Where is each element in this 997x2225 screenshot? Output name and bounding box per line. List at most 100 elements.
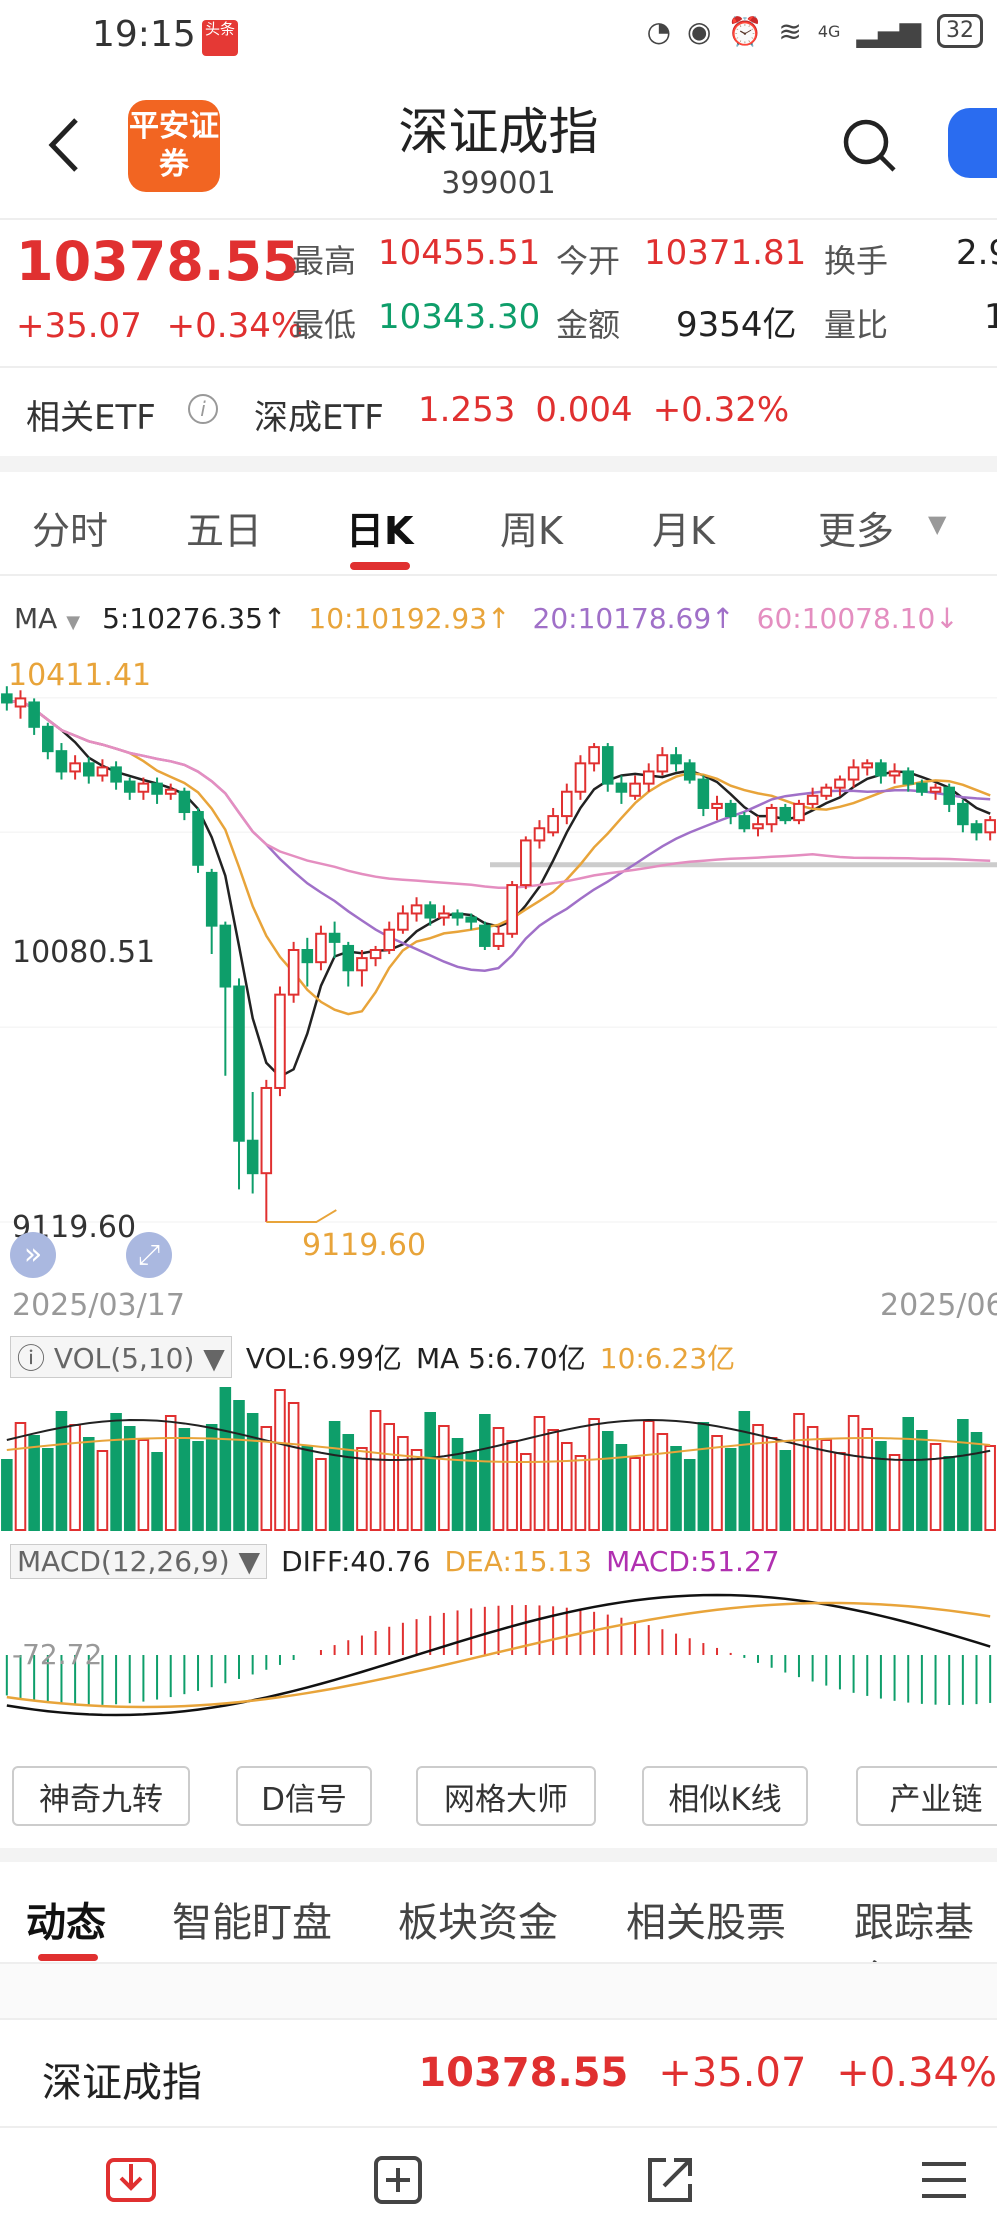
volume-bar — [451, 1438, 464, 1531]
candle — [28, 698, 40, 735]
volume-bar — [410, 1449, 423, 1531]
candle — [14, 690, 27, 719]
candle — [164, 783, 177, 800]
download-button[interactable] — [102, 2150, 162, 2210]
volume-bar — [301, 1445, 314, 1531]
menu-button[interactable] — [912, 2150, 972, 2210]
volume-bar — [342, 1434, 355, 1531]
tab-monthly-k[interactable]: 月K — [652, 509, 715, 553]
volume-bar — [697, 1422, 710, 1531]
expand-icon[interactable]: » — [10, 1232, 56, 1278]
candle — [806, 787, 819, 808]
candle — [465, 913, 477, 930]
candle — [356, 950, 368, 987]
macd-indicator-select[interactable]: MACD(12,26,9) ▼ — [10, 1544, 268, 1579]
volume-bar — [123, 1426, 136, 1531]
candlestick-chart[interactable] — [0, 650, 997, 1270]
candle — [574, 755, 587, 800]
volume-bar — [711, 1435, 723, 1531]
candle — [984, 816, 996, 841]
volume-bar — [164, 1415, 177, 1531]
volume-bar — [752, 1424, 764, 1531]
tool-grid-master[interactable]: 网格大师 — [416, 1766, 596, 1826]
open-label: 今开 — [556, 242, 621, 280]
candle — [752, 816, 764, 837]
volume-bar — [875, 1441, 887, 1531]
share-button[interactable] — [640, 2150, 700, 2210]
tab-more[interactable]: 更多 — [818, 509, 895, 553]
plus-square-icon — [374, 2156, 422, 2204]
search-button[interactable] — [840, 116, 900, 176]
status-icons: ◔ ◉ ⏰ ≋ 4G ▂▄▆ 32 — [647, 14, 983, 48]
candle — [301, 937, 314, 987]
volume-bar — [465, 1451, 477, 1531]
status-time: 19:15 — [92, 14, 196, 55]
candle — [820, 783, 833, 800]
volume-bar — [397, 1436, 409, 1531]
candle — [424, 901, 436, 926]
min-price-marker: 9119.60 — [302, 1228, 427, 1263]
volume-bar — [424, 1412, 436, 1531]
tab-smart-watch[interactable]: 智能盯盘 — [172, 1900, 332, 1946]
candle — [315, 925, 327, 971]
vol-indicator-select[interactable]: ⓘ VOL(5,10) ▼ — [10, 1336, 232, 1378]
vol-value: VOL:6.99亿 — [245, 1342, 402, 1375]
volume-bar — [765, 1437, 778, 1531]
section-gap-2 — [0, 1848, 997, 1862]
volume-bar — [547, 1429, 559, 1531]
tab-five-day[interactable]: 五日 — [186, 509, 263, 553]
volume-bar — [274, 1389, 286, 1531]
candle — [369, 945, 382, 967]
info-icon[interactable]: i — [188, 394, 218, 424]
etf-name[interactable]: 深成ETF — [254, 398, 384, 438]
high-label: 最高 — [292, 242, 357, 280]
macd-chart — [5, 1593, 992, 1717]
volume-bar — [916, 1430, 928, 1531]
section-gap — [0, 456, 997, 472]
tab-dynamics[interactable]: 动态 — [26, 1900, 106, 1946]
candle — [451, 909, 464, 926]
volume-bar — [82, 1437, 95, 1531]
fullscreen-icon[interactable]: ⤢ — [126, 1232, 172, 1278]
tool-industry-chain[interactable]: 产业链 — [856, 1766, 997, 1826]
vol-ma10: 10:6.23亿 — [599, 1342, 736, 1375]
candle — [547, 807, 559, 837]
candle — [765, 803, 778, 833]
volume-bar — [561, 1442, 573, 1531]
amount-label: 金额 — [556, 306, 621, 344]
tool-similar-k[interactable]: 相似K线 — [642, 1766, 808, 1826]
macd-axis-label: -72.72 — [12, 1638, 103, 1671]
tab-daily-k[interactable]: 日K — [346, 509, 414, 553]
tab-intraday[interactable]: 分时 — [32, 509, 109, 553]
ma-label[interactable]: MA ▼ — [14, 602, 81, 635]
candle — [492, 925, 505, 950]
volume-bar — [520, 1453, 532, 1531]
volume-bar — [683, 1459, 696, 1531]
assistant-robot-icon[interactable] — [948, 108, 997, 178]
back-button[interactable] — [40, 110, 90, 180]
candle — [629, 775, 641, 800]
volratio-value: 1 — [984, 297, 997, 337]
candle — [383, 921, 396, 955]
candle — [110, 761, 122, 790]
tab-related-stocks[interactable]: 相关股票 — [626, 1900, 786, 1946]
tab-sector-funds[interactable]: 板块资金 — [398, 1900, 558, 1946]
candle — [683, 759, 696, 784]
volume-bar — [438, 1425, 450, 1531]
candle — [601, 743, 614, 792]
chevron-left-icon — [48, 118, 78, 172]
change-pct: +0.34% — [166, 306, 304, 346]
volume-bar — [178, 1428, 191, 1531]
candle — [847, 759, 860, 788]
candle — [246, 1092, 259, 1194]
candle — [205, 868, 218, 955]
tool-d-signal[interactable]: D信号 — [236, 1766, 372, 1826]
tool-magic-nine[interactable]: 神奇九转 — [12, 1766, 190, 1826]
tab-weekly-k[interactable]: 周K — [500, 509, 563, 553]
dropdown-icon: ▼ — [66, 612, 81, 633]
add-watchlist-button[interactable] — [368, 2150, 428, 2210]
candle — [438, 905, 450, 926]
volume-bar — [69, 1424, 81, 1531]
header-divider — [0, 218, 997, 220]
network-type: 4G — [817, 21, 841, 41]
